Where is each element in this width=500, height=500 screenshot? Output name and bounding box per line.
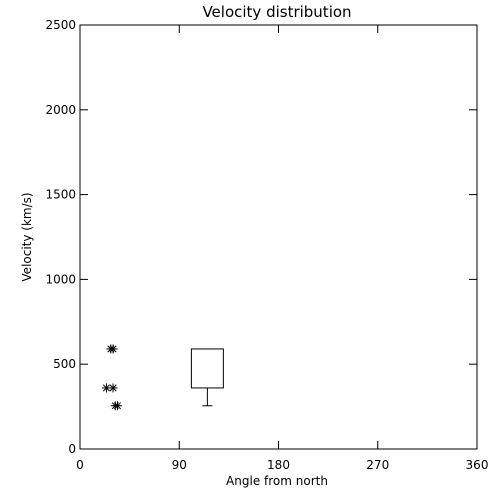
x-axis-label: Angle from north xyxy=(226,474,328,488)
y-axis-ticks: 0 500 1000 1500 2000 2500 xyxy=(45,18,477,456)
x-tick-label: 90 xyxy=(172,458,187,472)
asterisk-stroke xyxy=(109,384,117,392)
y-tick-label: 1500 xyxy=(45,188,76,202)
data-point-asterisk xyxy=(108,344,118,354)
chart-title: Velocity distribution xyxy=(202,3,351,21)
asterisk-stroke xyxy=(102,384,111,392)
y-tick-label: 2500 xyxy=(45,18,76,32)
asterisk-stroke xyxy=(113,402,122,410)
y-tick-label: 1000 xyxy=(45,272,76,286)
x-axis-ticks: 0 90 180 270 360 xyxy=(76,25,488,472)
point-layer xyxy=(101,344,122,411)
x-tick-label: 0 xyxy=(76,458,84,472)
x-tick-label: 180 xyxy=(267,458,290,472)
y-tick-label: 0 xyxy=(68,442,76,456)
y-tick-label: 2000 xyxy=(45,103,76,117)
y-axis-label: Velocity (km/s) xyxy=(20,192,34,281)
data-point-asterisk xyxy=(112,401,122,411)
data-point-asterisk xyxy=(108,383,118,393)
x-tick-label: 360 xyxy=(466,458,489,472)
y-tick-label: 500 xyxy=(53,357,76,371)
box-layer xyxy=(190,348,224,407)
asterisk-stroke xyxy=(109,345,117,353)
x-tick-label: 270 xyxy=(366,458,389,472)
